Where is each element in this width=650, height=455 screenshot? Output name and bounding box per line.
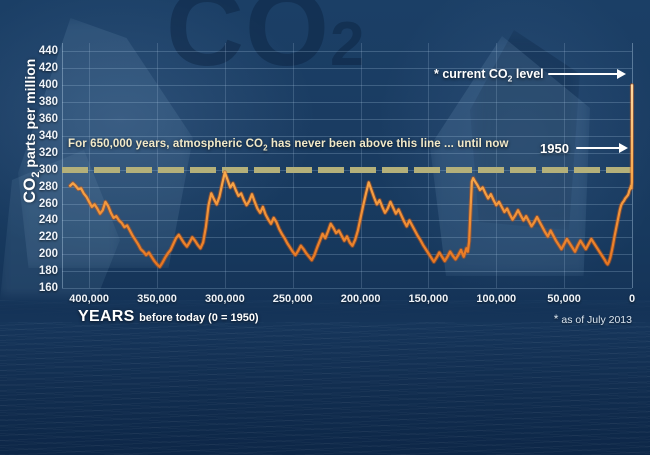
x-tick-100000: 100,000 — [476, 293, 517, 305]
gridline-y-440 — [62, 51, 632, 53]
gridline-y-280 — [62, 186, 632, 188]
gridline-x-300000 — [224, 43, 226, 288]
ocean-horizon-fade — [0, 288, 650, 322]
y-tick-340: 340 — [38, 129, 58, 142]
co2-watermark-subscript: 2 — [330, 10, 366, 79]
x-axis-caption: YEARS before today (0 = 1950) — [78, 308, 259, 326]
x-tick-150000: 150,000 — [408, 293, 449, 305]
y-tick-400: 400 — [38, 79, 58, 92]
footnote-asterisk: * — [553, 312, 559, 326]
gridline-y-360 — [62, 119, 632, 120]
gridline-x-100000 — [496, 43, 498, 288]
year-1950-arrow-icon — [576, 143, 630, 153]
x-tick-50000: 50,000 — [547, 293, 581, 305]
chart-footnote: * as of July 2013 — [554, 312, 632, 326]
gridline-y-340 — [62, 135, 632, 137]
y-tick-220: 220 — [38, 231, 58, 244]
chart-plot-area — [62, 43, 635, 289]
gridline-y-180 — [62, 271, 632, 273]
x-axis-caption-detail: before today (0 = 1950) — [139, 312, 259, 324]
background-ocean — [0, 300, 650, 455]
co2-watermark-text: CO — [166, 0, 330, 88]
x-tick-350000: 350,000 — [137, 293, 177, 305]
gridline-y-420 — [62, 68, 632, 70]
current-level-post: level — [512, 67, 544, 81]
axis-left-edge — [62, 43, 63, 288]
gridline-y-200 — [62, 254, 632, 256]
co2-curve — [68, 83, 635, 269]
banner-post: has never been above this line ... until… — [267, 138, 509, 150]
banner-pre: For 650,000 years, atmospheric CO — [68, 138, 264, 150]
y-tick-380: 380 — [38, 96, 58, 109]
y-tick-360: 360 — [38, 113, 58, 125]
current-level-sub: 2 — [507, 73, 513, 84]
y-tick-160: 160 — [38, 282, 58, 294]
year-1950-annotation: 1950 — [540, 141, 569, 156]
x-tick-200000: 200,000 — [340, 293, 381, 305]
y-tick-420: 420 — [38, 62, 58, 75]
co2-curve-line — [69, 84, 634, 268]
x-tick-0: 0 — [628, 293, 636, 305]
nasa-footer: NASA GLOBAL CLIMATE CHANGE climate.nasa.… — [0, 383, 650, 455]
y-tick-200: 200 — [38, 248, 58, 261]
current-level-pre: * current CO — [434, 67, 508, 81]
gridline-x-150000 — [428, 43, 430, 288]
gridline-x-200000 — [360, 43, 362, 288]
threshold-line-300ppm — [62, 166, 632, 173]
co2-curve-glow — [68, 83, 635, 269]
current-level-arrow-icon — [548, 69, 628, 79]
banner-sub: 2 — [263, 143, 268, 153]
gridline-x-400000 — [89, 43, 91, 288]
gridline-x-250000 — [292, 43, 294, 288]
x-tick-250000: 250,000 — [272, 293, 313, 305]
gridline-y-160 — [62, 288, 632, 289]
x-axis-caption-years: YEARS — [78, 308, 135, 325]
gridline-y-260 — [62, 203, 632, 205]
gridline-x-50000 — [564, 43, 566, 288]
gridline-y-380 — [62, 102, 632, 104]
x-tick-400000: 400,000 — [69, 293, 109, 305]
gridline-x-350000 — [157, 43, 158, 288]
y-tick-320: 320 — [38, 146, 58, 159]
footnote-text: as of July 2013 — [561, 314, 632, 326]
y-tick-260: 260 — [38, 197, 58, 210]
gridline-y-320 — [62, 152, 632, 154]
y-axis-tick-labels: 440 420 400 380 360 340 320 300 280 260 240 220 200 1… — [22, 43, 58, 294]
x-axis-tick-labels: 400,000 350,000 300,000 250,000 200,000 150,0… — [0, 293, 650, 311]
gridline-y-240 — [62, 220, 632, 222]
gridline-y-400 — [62, 85, 632, 87]
current-co2-level-annotation: * current CO2 level — [434, 67, 544, 84]
x-tick-300000: 300,000 — [205, 293, 245, 305]
threshold-banner-text: For 650,000 years, atmospheric CO2 has n… — [68, 138, 509, 152]
y-tick-180: 180 — [38, 265, 58, 278]
y-tick-440: 440 — [38, 45, 58, 58]
y-tick-300: 300 — [38, 163, 58, 176]
background-sky — [0, 0, 650, 330]
y-tick-280: 280 — [38, 180, 58, 193]
y-tick-240: 240 — [38, 214, 58, 227]
co2-watermark: CO2 — [166, 0, 365, 82]
